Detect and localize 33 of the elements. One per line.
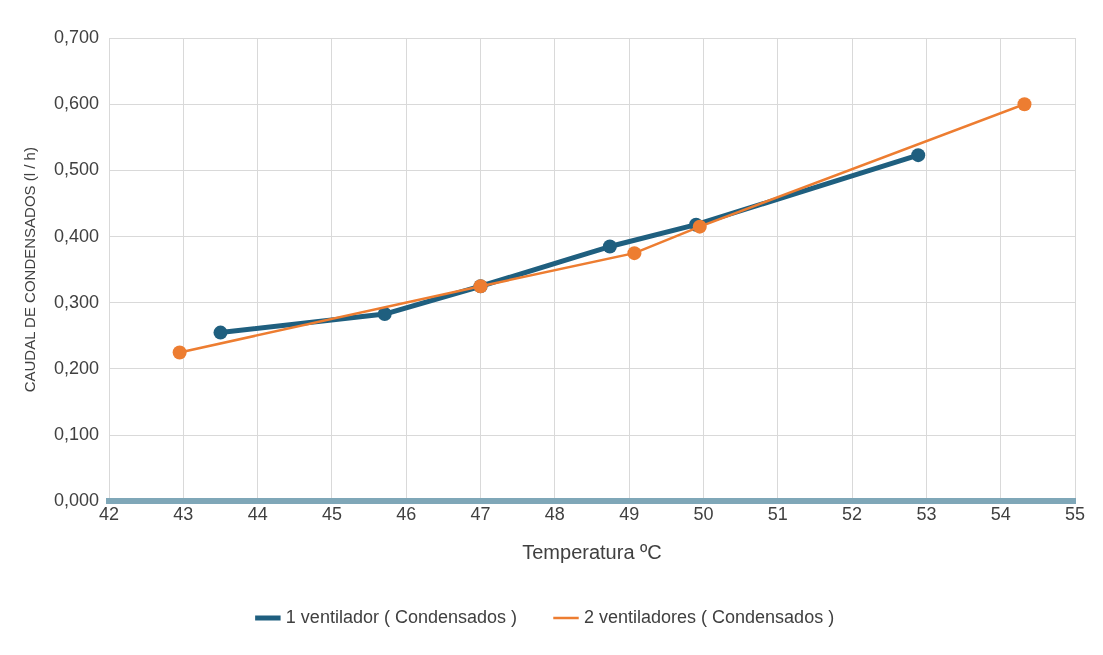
x-tick-label: 46 — [396, 504, 417, 525]
x-tick-label: 49 — [619, 504, 640, 525]
x-tick-label: 44 — [247, 504, 268, 525]
point — [1017, 97, 1032, 112]
point — [911, 148, 926, 163]
x-tick-label: 43 — [173, 504, 194, 525]
x-tick-label: 50 — [693, 504, 714, 525]
y-tick-label: 0,400 — [54, 225, 100, 246]
y-tick-label: 0,700 — [54, 26, 100, 47]
y-tick-label: 0,000 — [54, 490, 100, 511]
x-tick-label: 52 — [842, 504, 863, 525]
legend-label: 1 ventilador ( Condensados ) — [285, 606, 517, 627]
point — [377, 307, 392, 322]
y-tick-label: 0,200 — [54, 357, 100, 378]
x-tick-label: 45 — [321, 504, 342, 525]
x-tick-label: 42 — [99, 504, 120, 525]
point — [213, 325, 228, 340]
point — [602, 239, 617, 254]
x-tick-label: 51 — [767, 504, 788, 525]
x-tick-label: 47 — [470, 504, 491, 525]
y-tick-label: 0,100 — [54, 424, 100, 445]
point — [627, 246, 642, 261]
x-axis-title: Temperatura ºC — [522, 540, 662, 563]
x-tick-label: 48 — [544, 504, 565, 525]
point — [172, 345, 187, 360]
x-tick-label: 55 — [1064, 504, 1086, 525]
y-tick-label: 0,500 — [54, 159, 100, 180]
x-tick-label: 53 — [916, 504, 937, 525]
legend-label: 2 ventiladores ( Condensados ) — [583, 606, 835, 627]
y-tick-label: 0,600 — [54, 93, 100, 114]
y-axis-title: CAUDAL DE CONDENSADOS (l / h) — [21, 147, 39, 393]
x-tick-label: 54 — [990, 504, 1011, 525]
y-tick-label: 0,300 — [54, 291, 100, 312]
